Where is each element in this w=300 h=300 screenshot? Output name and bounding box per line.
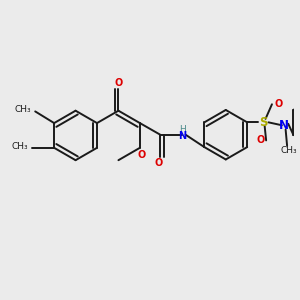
Text: CH₃: CH₃: [11, 142, 28, 151]
Text: H: H: [179, 125, 186, 134]
Text: S: S: [259, 116, 268, 129]
Text: O: O: [257, 135, 265, 146]
Text: O: O: [155, 158, 163, 168]
Text: O: O: [274, 99, 283, 109]
Text: N: N: [178, 131, 187, 141]
Text: CH₃: CH₃: [280, 146, 297, 155]
Text: CH₃: CH₃: [14, 106, 31, 115]
Text: O: O: [137, 150, 146, 160]
Text: O: O: [114, 78, 123, 88]
Text: N: N: [279, 119, 289, 132]
